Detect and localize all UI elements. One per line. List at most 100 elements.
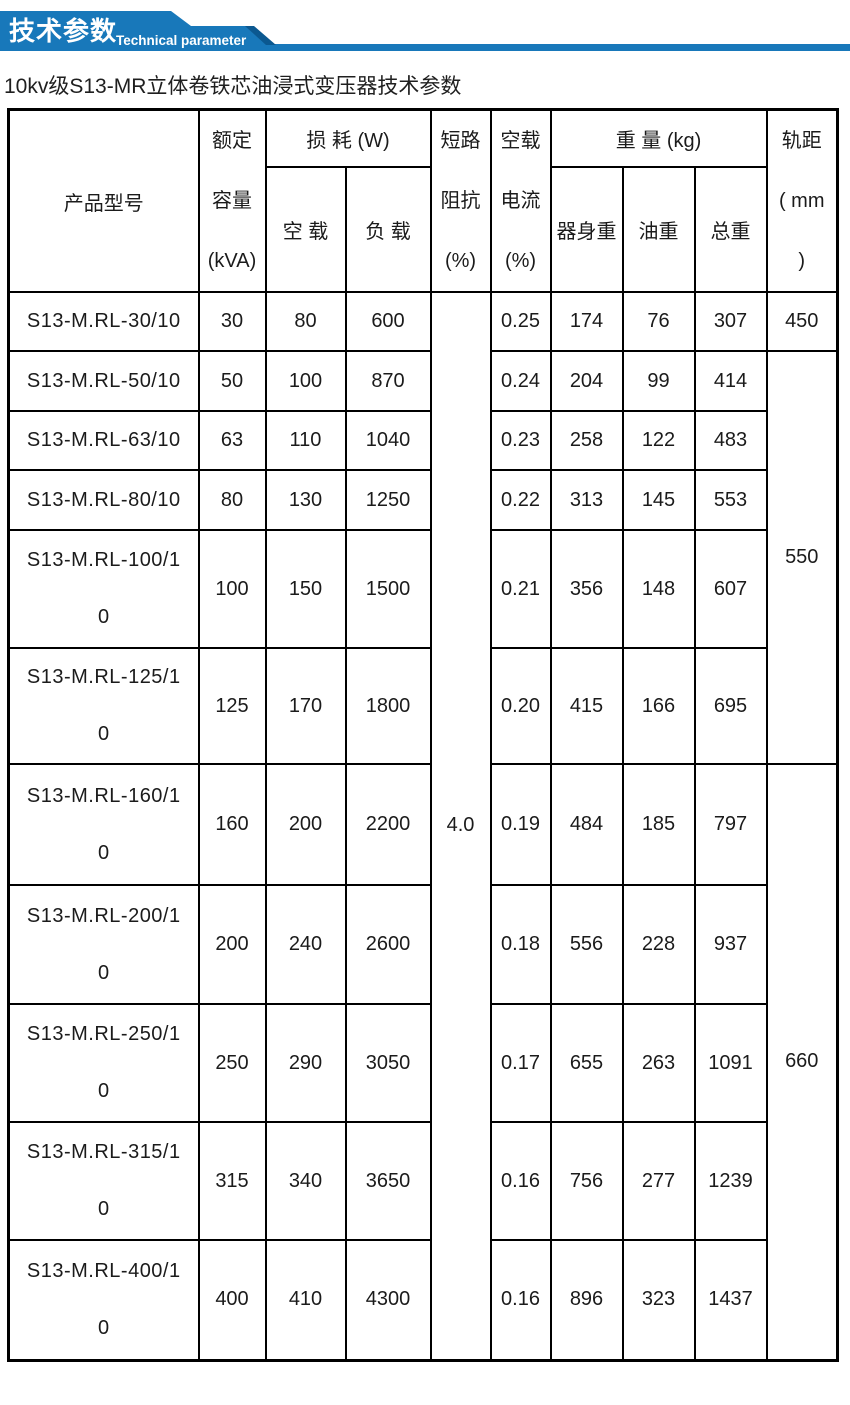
cell-no-load-current: 0.24 (489, 350, 552, 412)
cell-load-loss: 3050 (344, 1003, 432, 1123)
cell-no-load-loss: 170 (264, 647, 347, 765)
banner-ribbon (0, 11, 850, 51)
cell-model: S13-M.RL-30/10 (7, 291, 200, 352)
cell-model: S13-M.RL-200/1 0 (7, 884, 200, 1005)
cell-gauge: 660 (765, 763, 839, 1361)
table-row: S13-M.RL-200/1 0 200 240 2600 0.18 556 2… (7, 884, 838, 1005)
cell-capacity: 100 (197, 529, 267, 649)
cell-body-weight: 204 (549, 350, 624, 412)
cell-no-load-current: 0.22 (489, 469, 552, 531)
cell-no-load-loss: 290 (264, 1003, 347, 1123)
cell-no-load-current: 0.25 (489, 291, 552, 352)
cell-total-weight: 414 (693, 350, 768, 412)
cell-model: S13-M.RL-80/10 (7, 469, 200, 531)
cell-no-load-current: 0.23 (489, 410, 552, 471)
banner-ribbon-shadow (245, 26, 276, 45)
page-title: 10kv级S13-MR立体卷铁芯油浸式变压器技术参数 (4, 75, 462, 98)
cell-total-weight: 797 (693, 763, 768, 886)
header-row-sub: 空 载 负 载 器身重 油重 总重 (9, 165, 838, 294)
header-impedance: 短路 阻抗 (%) (429, 108, 492, 293)
header-body-weight: 器身重 (549, 165, 624, 294)
header-no-load-current: 空载 电流 (%) (489, 108, 552, 293)
cell-no-load-current: 0.21 (489, 529, 552, 649)
header-no-load-loss: 空 载 (264, 165, 347, 294)
cell-model: S13-M.RL-100/1 0 (7, 529, 200, 649)
cell-total-weight: 483 (693, 410, 768, 471)
cell-no-load-loss: 340 (264, 1121, 347, 1241)
cell-capacity: 160 (197, 763, 267, 886)
cell-body-weight: 174 (549, 291, 624, 352)
cell-total-weight: 1239 (693, 1121, 768, 1241)
banner: 技术参数 Technical parameter (0, 0, 850, 64)
cell-no-load-loss: 150 (264, 529, 347, 649)
cell-no-load-current: 0.16 (489, 1239, 552, 1361)
header-oil-weight: 油重 (621, 165, 696, 294)
cell-body-weight: 556 (549, 884, 624, 1005)
table-row: S13-M.RL-160/1 0 160 200 2200 0.19 484 1… (7, 763, 839, 1361)
cell-load-loss: 1500 (344, 529, 432, 649)
cell-gauge: 550 (765, 350, 839, 765)
cell-capacity: 30 (197, 291, 267, 352)
cell-oil-weight: 76 (621, 291, 696, 352)
cell-capacity: 50 (197, 350, 267, 412)
header-total-weight: 总重 (693, 165, 768, 294)
table-row: S13-M.RL-315/1 0 315 340 3650 0.16 756 2… (7, 1121, 838, 1241)
cell-model: S13-M.RL-400/1 0 (7, 1239, 200, 1361)
cell-body-weight: 356 (549, 529, 624, 649)
cell-capacity: 250 (197, 1003, 267, 1123)
cell-no-load-loss: 200 (264, 763, 347, 886)
cell-load-loss: 1040 (344, 410, 432, 471)
banner-ribbon-shape (0, 11, 850, 51)
cell-load-loss: 870 (344, 350, 432, 412)
cell-no-load-current: 0.16 (489, 1121, 552, 1241)
cell-capacity: 200 (197, 884, 267, 1005)
cell-model: S13-M.RL-63/10 (7, 410, 200, 471)
cell-no-load-current: 0.17 (489, 1003, 552, 1123)
cell-no-load-current: 0.18 (489, 884, 552, 1005)
cell-load-loss: 600 (344, 291, 432, 352)
cell-total-weight: 1437 (693, 1239, 768, 1361)
header-load-loss: 负 载 (344, 165, 432, 294)
header-row-group: 产品型号 额定 容量 (kVA) 损 耗 (W) 短路 阻抗 (%) 空载 电流… (7, 108, 839, 293)
cell-oil-weight: 122 (621, 410, 696, 471)
table-row: S13-M.RL-50/10 50 100 870 0.24 204 99 41… (7, 350, 839, 765)
cell-body-weight: 896 (549, 1239, 624, 1361)
header-loss-group: 损 耗 (W) (264, 108, 432, 168)
cell-load-loss: 1250 (344, 469, 432, 531)
table-row: S13-M.RL-80/10 80 130 1250 0.22 313 145 … (7, 469, 838, 531)
cell-body-weight: 415 (549, 647, 624, 765)
cell-model: S13-M.RL-125/1 0 (7, 647, 200, 765)
cell-capacity: 315 (197, 1121, 267, 1241)
cell-oil-weight: 277 (621, 1121, 696, 1241)
banner-title-cn: 技术参数 (9, 16, 118, 46)
table-row: S13-M.RL-100/1 0 100 150 1500 0.21 356 1… (7, 529, 838, 649)
cell-no-load-loss: 240 (264, 884, 347, 1005)
table-row: S13-M.RL-30/10 30 80 600 4.0 0.25 174 76… (7, 291, 839, 1361)
cell-body-weight: 258 (549, 410, 624, 471)
cell-oil-weight: 185 (621, 763, 696, 886)
cell-body-weight: 655 (549, 1003, 624, 1123)
cell-model: S13-M.RL-315/1 0 (7, 1121, 200, 1241)
cell-body-weight: 484 (549, 763, 624, 886)
cell-oil-weight: 323 (621, 1239, 696, 1361)
header-gauge: 轨距 ( mm ) (765, 108, 839, 293)
cell-oil-weight: 148 (621, 529, 696, 649)
header-weight-group: 重 量 (kg) (549, 108, 768, 168)
cell-oil-weight: 166 (621, 647, 696, 765)
cell-load-loss: 1800 (344, 647, 432, 765)
cell-capacity: 63 (197, 410, 267, 471)
cell-impedance: 4.0 (429, 291, 492, 1361)
cell-no-load-loss: 110 (264, 410, 347, 471)
cell-total-weight: 1091 (693, 1003, 768, 1123)
cell-no-load-current: 0.19 (489, 763, 552, 886)
table-row: S13-M.RL-400/1 0 400 410 4300 0.16 896 3… (7, 1239, 838, 1361)
cell-oil-weight: 145 (621, 469, 696, 531)
cell-load-loss: 2600 (344, 884, 432, 1005)
cell-total-weight: 607 (693, 529, 768, 649)
cell-oil-weight: 99 (621, 350, 696, 412)
cell-no-load-loss: 130 (264, 469, 347, 531)
cell-total-weight: 553 (693, 469, 768, 531)
cell-oil-weight: 263 (621, 1003, 696, 1123)
table-row: S13-M.RL-63/10 63 110 1040 0.23 258 122 … (7, 410, 838, 471)
